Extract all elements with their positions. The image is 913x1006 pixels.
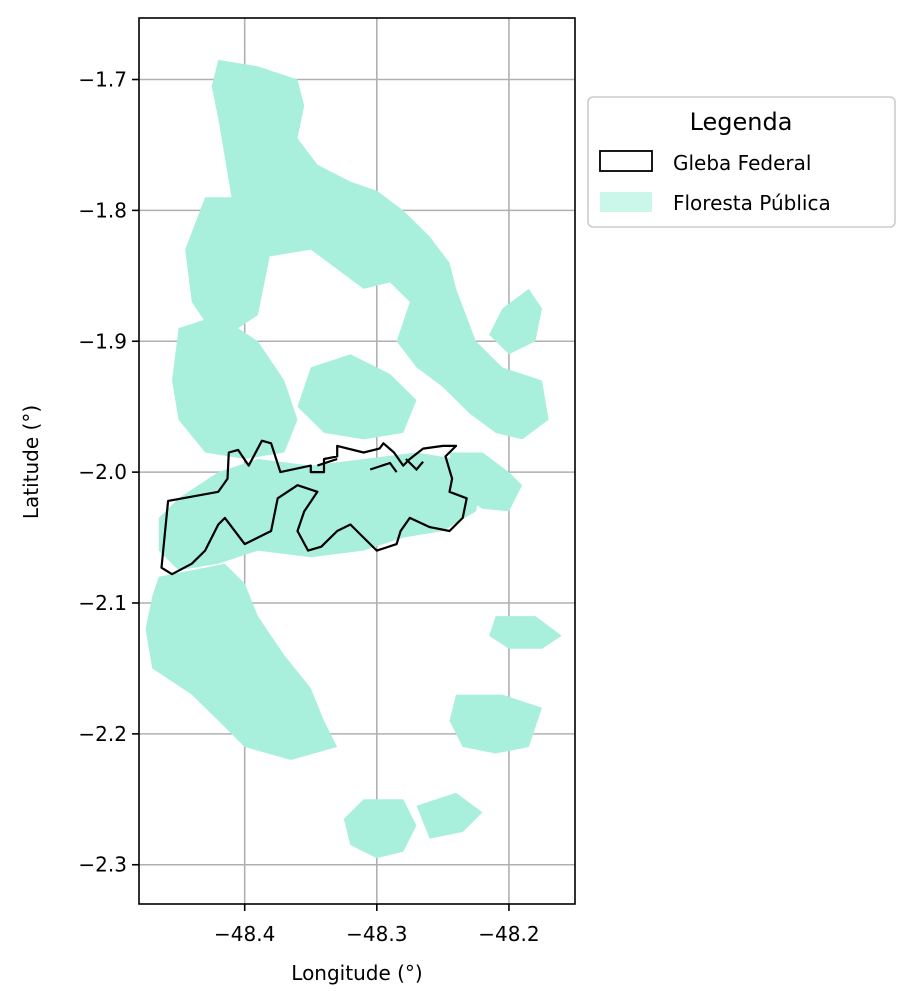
axis-ticks: −48.4 −48.3 −48.2 −1.7 −1.8 −1.9 −2.0 −2.1 −2.2 −… xyxy=(78,68,539,946)
forest-polygon-east-spur xyxy=(489,288,542,355)
forest-polygon-south-spur xyxy=(416,792,483,839)
y-tick-label: −1.9 xyxy=(78,329,127,353)
y-tick-label: −2.3 xyxy=(78,853,127,877)
gleba-federal-inner-mark xyxy=(405,458,424,472)
forest-polygon-gleba-interior xyxy=(158,452,483,571)
x-tick-label: −48.3 xyxy=(346,922,407,946)
forest-polygon-east-belt xyxy=(396,262,549,440)
x-axis-label: Longitude (°) xyxy=(291,961,422,985)
forest-polygon-south-block xyxy=(343,799,417,859)
forest-polygon-central-west xyxy=(172,315,298,459)
y-tick-label: −2.1 xyxy=(78,591,127,615)
floresta-publica-layer xyxy=(145,59,562,859)
legend-swatch-floresta-publica xyxy=(600,192,652,212)
forest-polygon-northwest-patches xyxy=(185,197,272,342)
gleba-federal-layer xyxy=(160,439,468,576)
forest-polygon-east-island xyxy=(489,616,562,649)
forest-polygon-central-mid xyxy=(297,354,417,440)
gleba-federal-inner-mark xyxy=(317,457,338,467)
legend-label-gleba-federal: Gleba Federal xyxy=(673,151,811,175)
x-tick-label: −48.2 xyxy=(478,922,539,946)
legend-title: Legenda xyxy=(690,108,793,136)
y-tick-label: −1.8 xyxy=(78,198,127,222)
y-tick-label: −2.2 xyxy=(78,722,127,746)
y-tick-label: −2.0 xyxy=(78,460,127,484)
legend: Legenda Gleba Federal Floresta Pública xyxy=(587,96,896,228)
legend-frame xyxy=(587,96,896,228)
legend-swatch-gleba-federal xyxy=(599,150,653,172)
plot-frame xyxy=(138,17,576,905)
forest-polygon-north-strip xyxy=(211,59,457,322)
y-axis-label: Latitude (°) xyxy=(19,405,43,519)
gleba-federal-inner-mark xyxy=(369,461,398,473)
x-tick-label: −48.4 xyxy=(214,922,275,946)
forest-polygon-southwest-main xyxy=(145,563,338,760)
y-tick-label: −1.7 xyxy=(78,68,127,92)
forest-polygon-east-block xyxy=(449,452,523,512)
forest-polygon-southeast-block xyxy=(449,694,542,754)
gleba-federal-outline xyxy=(160,439,468,576)
legend-label-floresta-publica: Floresta Pública xyxy=(673,191,831,215)
